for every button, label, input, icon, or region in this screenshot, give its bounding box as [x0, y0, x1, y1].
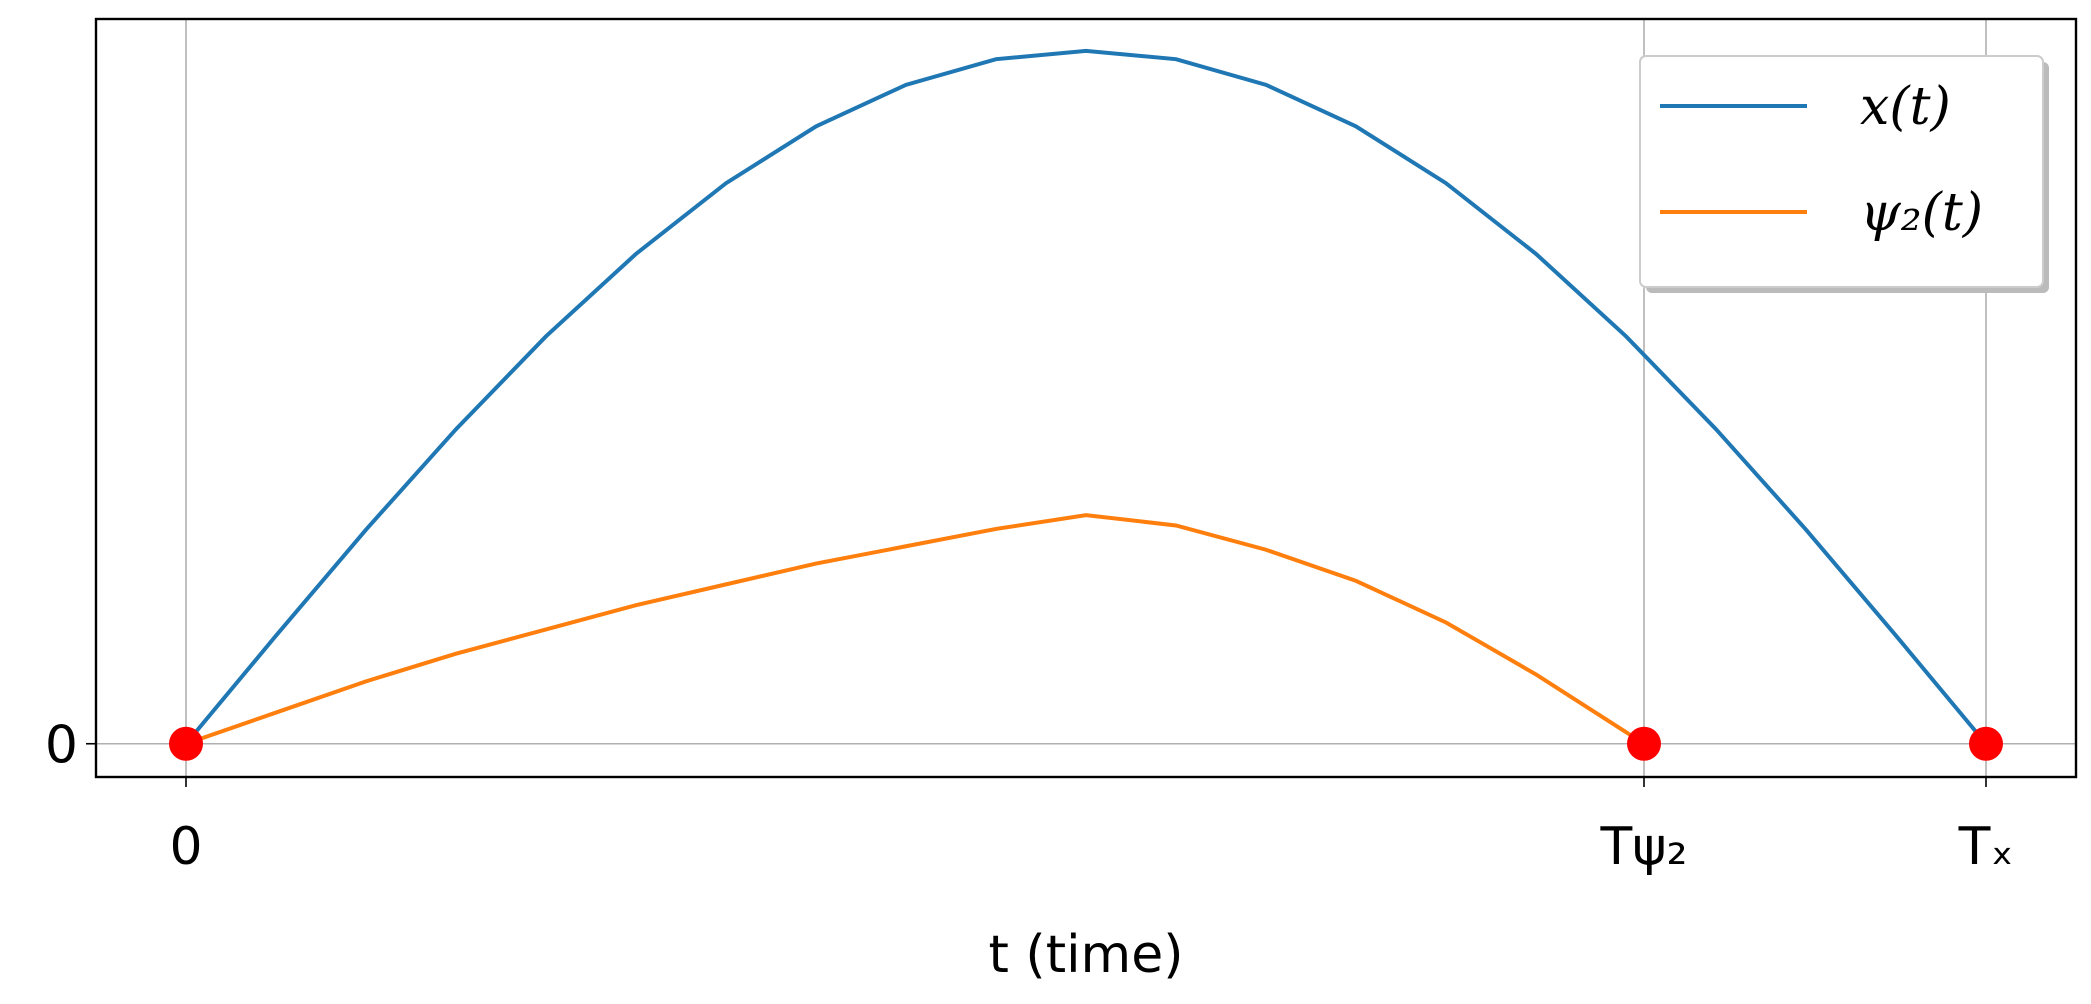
marker — [1969, 726, 2003, 761]
line — [185, 513, 1646, 746]
x-tick-label: Tψ₂ — [1600, 817, 1688, 877]
legend-label: ψ₂(t) — [1860, 183, 1983, 243]
x-axis-label: t (time) — [989, 925, 1184, 985]
plot-frame — [94, 17, 2078, 779]
x-tick-label: Tₓ — [1958, 817, 2014, 877]
line — [184, 48, 1988, 746]
x-tick-label: 0 — [169, 817, 202, 877]
marker — [1627, 726, 1661, 761]
legend-label: x(t) — [1860, 77, 1951, 137]
legend-box — [1639, 55, 2044, 288]
marker — [169, 726, 203, 761]
y-tick-label: 0 — [45, 716, 78, 776]
